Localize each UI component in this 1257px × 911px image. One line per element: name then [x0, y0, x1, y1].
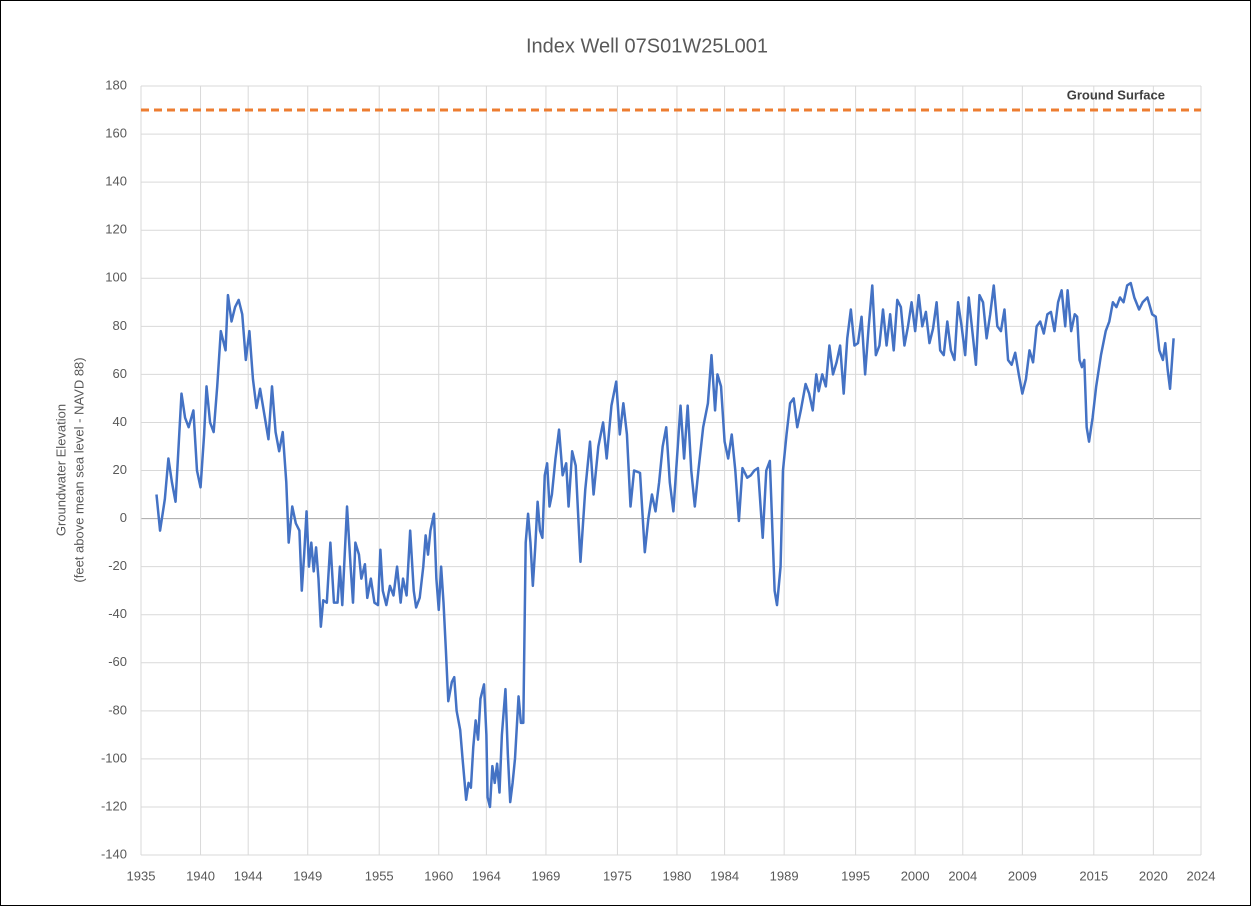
x-tick-label: 1949 — [293, 868, 322, 883]
y-axis-title: Groundwater Elevation (feet above mean s… — [53, 357, 86, 582]
x-tick-label: 2015 — [1079, 868, 1108, 883]
y-tick-label: -80 — [108, 702, 127, 717]
y-axis-title-line: (feet above mean sea level - NAVD 88) — [71, 357, 86, 582]
y-tick-label: -20 — [108, 558, 127, 573]
x-tick-label: 1964 — [472, 868, 501, 883]
x-tick-label: 1989 — [770, 868, 799, 883]
y-tick-label: 100 — [105, 270, 127, 285]
y-tick-label: 40 — [113, 414, 127, 429]
y-tick-label: 60 — [113, 366, 127, 381]
x-tick-label: 1935 — [127, 868, 156, 883]
y-tick-label: -100 — [101, 750, 127, 765]
y-tick-label: 0 — [120, 510, 127, 525]
x-tick-label: 1960 — [424, 868, 453, 883]
y-tick-label: -120 — [101, 798, 127, 813]
x-tick-label: 2000 — [901, 868, 930, 883]
x-tick-label: 1980 — [662, 868, 691, 883]
y-tick-label: 120 — [105, 222, 127, 237]
y-tick-label: -40 — [108, 606, 127, 621]
y-tick-label: 160 — [105, 126, 127, 141]
data-line — [155, 281, 1175, 809]
y-tick-label: 80 — [113, 318, 127, 333]
x-tick-label: 1969 — [531, 868, 560, 883]
chart-title: Index Well 07S01W25L001 — [526, 35, 768, 57]
x-tick-label: 1995 — [841, 868, 870, 883]
x-tick-label: 2009 — [1008, 868, 1037, 883]
y-axis-title-line: Groundwater Elevation — [53, 404, 68, 536]
y-tick-label: -60 — [108, 654, 127, 669]
y-tick-label: -140 — [101, 846, 127, 861]
x-tick-label: 2020 — [1139, 868, 1168, 883]
x-tick-label: 1984 — [710, 868, 739, 883]
x-tick-label: 1975 — [603, 868, 632, 883]
x-tick-label: 2024 — [1187, 868, 1216, 883]
y-tick-label: 20 — [113, 462, 127, 477]
x-tick-label: 1944 — [234, 868, 263, 883]
y-tick-label: 140 — [105, 174, 127, 189]
y-tick-label: 180 — [105, 77, 127, 92]
x-tick-label: 1955 — [365, 868, 394, 883]
x-tick-label: 2004 — [948, 868, 977, 883]
x-tick-label: 1940 — [186, 868, 215, 883]
line-annotation: Ground Surface — [1067, 87, 1165, 102]
